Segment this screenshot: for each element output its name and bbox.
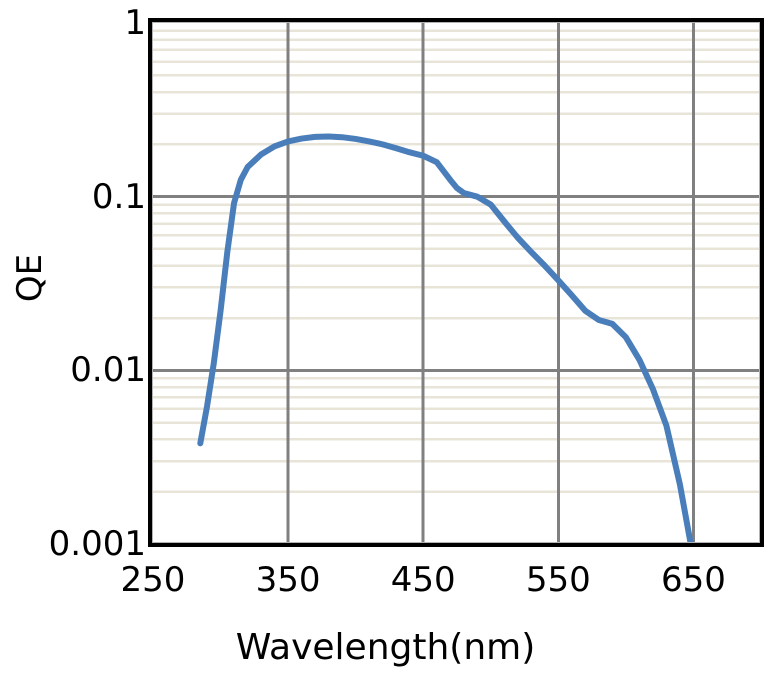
- plot-svg: [153, 23, 759, 542]
- plot-inner-frame: [152, 22, 760, 543]
- y-tick-label: 0.1: [91, 176, 146, 217]
- x-tick-label: 350: [255, 560, 321, 600]
- x-axis-tick-labels: 250 350 450 550 650: [0, 563, 771, 611]
- y-tick-label: 0.001: [48, 524, 146, 564]
- x-tick-label: 650: [660, 560, 726, 600]
- data-series-line-0: [197, 133, 694, 542]
- x-tick-label: 250: [120, 560, 186, 600]
- x-axis-title: Wavelength(nm): [235, 627, 536, 668]
- y-axis-tick-labels: 1 0.1 0.01 0.001: [0, 0, 146, 688]
- minor-gridlines: [153, 29, 759, 493]
- y-tick-label: 1: [124, 3, 146, 43]
- series-lines: [197, 133, 694, 542]
- major-gridlines: [153, 23, 759, 542]
- y-tick-label: 0.01: [70, 350, 146, 391]
- x-tick-label: 450: [390, 560, 456, 600]
- plot-area: [148, 18, 764, 547]
- x-tick-label: 550: [525, 560, 591, 600]
